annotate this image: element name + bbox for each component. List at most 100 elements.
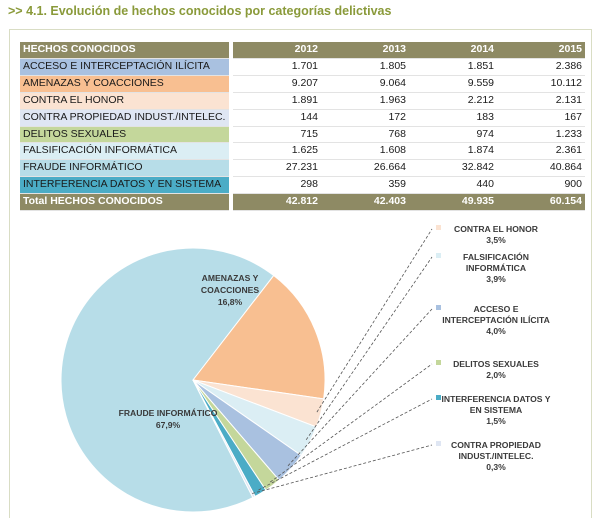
- pie-label: 0,3%: [486, 462, 506, 472]
- pie-label: CONTRA EL HONOR: [454, 224, 539, 234]
- header-cell: 2015: [497, 42, 585, 59]
- value-cell: 2.386: [497, 58, 585, 76]
- category-cell: CONTRA PROPIEDAD INDUST./INTELEC.: [20, 109, 229, 127]
- value-cell: 1.625: [233, 142, 321, 161]
- leader-line: [269, 363, 433, 483]
- pie-label: DELITOS SEXUALES: [453, 359, 539, 369]
- category-cell: AMENAZAS Y COACCIONES: [20, 75, 229, 93]
- value-cell: 9.207: [233, 75, 321, 93]
- category-cell: INTERFERENCIA DATOS Y EN SISTEMA: [20, 176, 229, 195]
- value-cell: 9.064: [321, 75, 409, 93]
- category-cell: CONTRA EL HONOR: [20, 92, 229, 110]
- data-table: HECHOS CONOCIDOS 2012 2013 2014 2015 ACC…: [20, 42, 585, 212]
- value-cell: 715: [233, 126, 321, 144]
- value-cell: 1.891: [233, 92, 321, 110]
- value-cell: 1.701: [233, 58, 321, 76]
- pie-label: CONTRA PROPIEDAD: [451, 440, 541, 450]
- value-cell: 60.154: [497, 193, 585, 212]
- value-cell: 1.608: [321, 142, 409, 161]
- legend-swatch: [436, 305, 441, 310]
- pie-label: 4,0%: [486, 326, 506, 336]
- value-cell: 2.361: [497, 142, 585, 161]
- value-cell: 1.805: [321, 58, 409, 76]
- table-row: ACCESO E INTERCEPTACIÓN ILÍCITA 1.701 1.80…: [20, 58, 585, 76]
- value-cell: 900: [497, 176, 585, 195]
- value-cell: 167: [497, 109, 585, 127]
- section-heading: >> 4.1. Evolución de hechos conocidos po…: [8, 4, 392, 18]
- table-row: CONTRA PROPIEDAD INDUST./INTELEC. 144 172 1…: [20, 109, 585, 127]
- category-cell: FRAUDE INFORMÁTICO: [20, 159, 229, 178]
- pie-label: 2,0%: [486, 370, 506, 380]
- table-total-row: Total HECHOS CONOCIDOS 42.812 42.403 49.935…: [20, 193, 585, 212]
- pie-label: INFORMÁTICA: [466, 263, 526, 273]
- category-cell: ACCESO E INTERCEPTACIÓN ILÍCITA: [20, 58, 229, 76]
- pie-slice: [192, 274, 326, 400]
- table-row: INTERFERENCIA DATOS Y EN SISTEMA 298 359 44…: [20, 176, 585, 195]
- pie-label: COACCIONES: [201, 285, 260, 295]
- legend-swatch: [436, 441, 441, 446]
- value-cell: 42.403: [321, 193, 409, 212]
- category-cell: FALSIFICACIÓN INFORMÁTICA: [20, 142, 229, 161]
- header-cell: 2014: [409, 42, 497, 59]
- value-cell: 40.864: [497, 159, 585, 178]
- leader-line: [287, 308, 433, 467]
- pie-label: ACCESO E: [474, 304, 519, 314]
- value-cell: 1.963: [321, 92, 409, 110]
- header-cell: HECHOS CONOCIDOS: [20, 42, 229, 59]
- pie-label: 3,9%: [486, 274, 506, 284]
- header-cell: 2012: [233, 42, 321, 59]
- pie-label: INTERCEPTACIÓN ILÍCITA: [442, 314, 550, 325]
- header-cell: 2013: [321, 42, 409, 59]
- pie-label: EN SISTEMA: [470, 405, 523, 415]
- pie-label: 1,5%: [486, 416, 506, 426]
- value-cell: 32.842: [409, 159, 497, 178]
- value-cell: 2.212: [409, 92, 497, 110]
- value-cell: 26.664: [321, 159, 409, 178]
- value-cell: 9.559: [409, 75, 497, 93]
- category-cell: DELITOS SEXUALES: [20, 126, 229, 144]
- table-header-row: HECHOS CONOCIDOS 2012 2013 2014 2015: [20, 42, 585, 59]
- value-cell: 974: [409, 126, 497, 144]
- value-cell: 359: [321, 176, 409, 195]
- legend-swatch: [436, 395, 441, 400]
- pie-label: 3,5%: [486, 235, 506, 245]
- pie-label: FRAUDE INFORMÁTICO: [119, 408, 218, 418]
- pie-label: AMENAZAS Y: [202, 273, 259, 283]
- table-row: FALSIFICACIÓN INFORMÁTICA 1.625 1.608 1.874…: [20, 142, 585, 161]
- value-cell: 42.812: [233, 193, 321, 212]
- legend-swatch: [436, 360, 441, 365]
- value-cell: 183: [409, 109, 497, 127]
- value-cell: 440: [409, 176, 497, 195]
- pie-slice: [60, 247, 275, 513]
- leader-line: [258, 398, 433, 491]
- legend-swatch: [436, 225, 441, 230]
- leader-line: [305, 256, 433, 441]
- category-cell: Total HECHOS CONOCIDOS: [20, 193, 229, 212]
- legend-swatch: [436, 253, 441, 258]
- table-row: DELITOS SEXUALES 715 768 974 1.233: [20, 126, 585, 144]
- content-frame: [9, 29, 592, 518]
- pie-label: 67,9%: [156, 420, 181, 430]
- pie-label: 16,8%: [218, 297, 243, 307]
- pie-label: INDUST./INTELEC.: [459, 451, 534, 461]
- leader-line: [316, 228, 433, 413]
- table-row: AMENAZAS Y COACCIONES 9.207 9.064 9.559 10.1…: [20, 75, 585, 93]
- value-cell: 1.851: [409, 58, 497, 76]
- table-row: FRAUDE INFORMÁTICO 27.231 26.664 32.842 40.8…: [20, 159, 585, 178]
- value-cell: 27.231: [233, 159, 321, 178]
- value-cell: 49.935: [409, 193, 497, 212]
- value-cell: 298: [233, 176, 321, 195]
- value-cell: 2.131: [497, 92, 585, 110]
- pie-label: FALSIFICACIÓN: [463, 251, 529, 262]
- leader-line: [252, 444, 433, 494]
- value-cell: 144: [233, 109, 321, 127]
- value-cell: 10.112: [497, 75, 585, 93]
- pie-label: INTERFERENCIA DATOS Y: [441, 394, 550, 404]
- value-cell: 1.233: [497, 126, 585, 144]
- value-cell: 172: [321, 109, 409, 127]
- pie-slice: [192, 379, 256, 499]
- value-cell: 768: [321, 126, 409, 144]
- table-row: CONTRA EL HONOR 1.891 1.963 2.212 2.131: [20, 92, 585, 110]
- value-cell: 1.874: [409, 142, 497, 161]
